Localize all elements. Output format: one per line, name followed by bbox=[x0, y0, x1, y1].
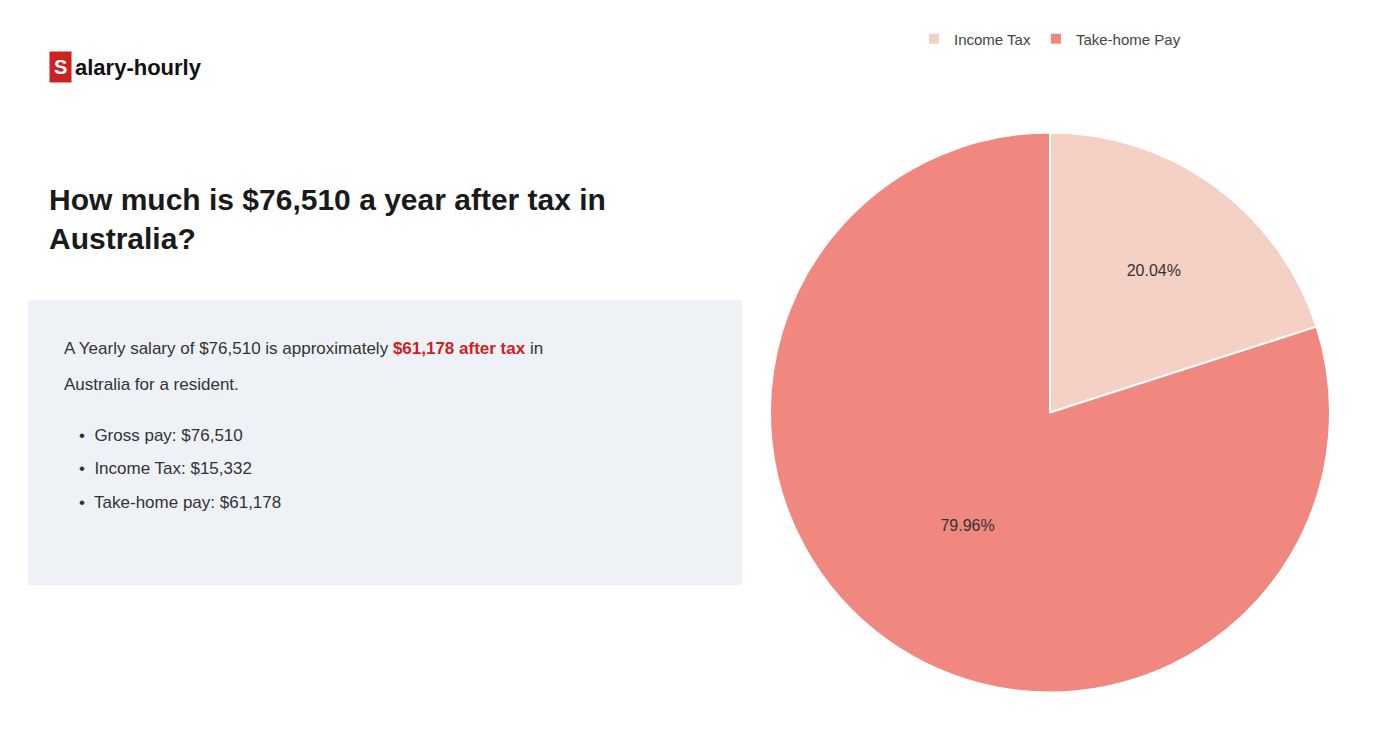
svg-text:S: S bbox=[54, 56, 67, 78]
svg-text:79.96%: 79.96% bbox=[940, 517, 994, 534]
svg-text:Income Tax: Income Tax bbox=[954, 31, 1031, 48]
svg-text:How much is $76,510 a year aft: How much is $76,510 a year after tax inA… bbox=[49, 183, 606, 255]
svg-text:• Take-home pay: $61,178: • Take-home pay: $61,178 bbox=[79, 493, 281, 512]
svg-text:Australia for a resident.: Australia for a resident. bbox=[64, 375, 239, 394]
svg-text:alary-hourly: alary-hourly bbox=[75, 55, 202, 80]
svg-text:A Yearly salary of $76,510 is: A Yearly salary of $76,510 is approximat… bbox=[64, 339, 543, 358]
svg-text:• Gross pay: $76,510: • Gross pay: $76,510 bbox=[79, 426, 243, 445]
svg-text:Take-home Pay: Take-home Pay bbox=[1076, 31, 1181, 48]
svg-text:• Income Tax: $15,332: • Income Tax: $15,332 bbox=[79, 459, 252, 478]
svg-text:20.04%: 20.04% bbox=[1127, 262, 1181, 279]
